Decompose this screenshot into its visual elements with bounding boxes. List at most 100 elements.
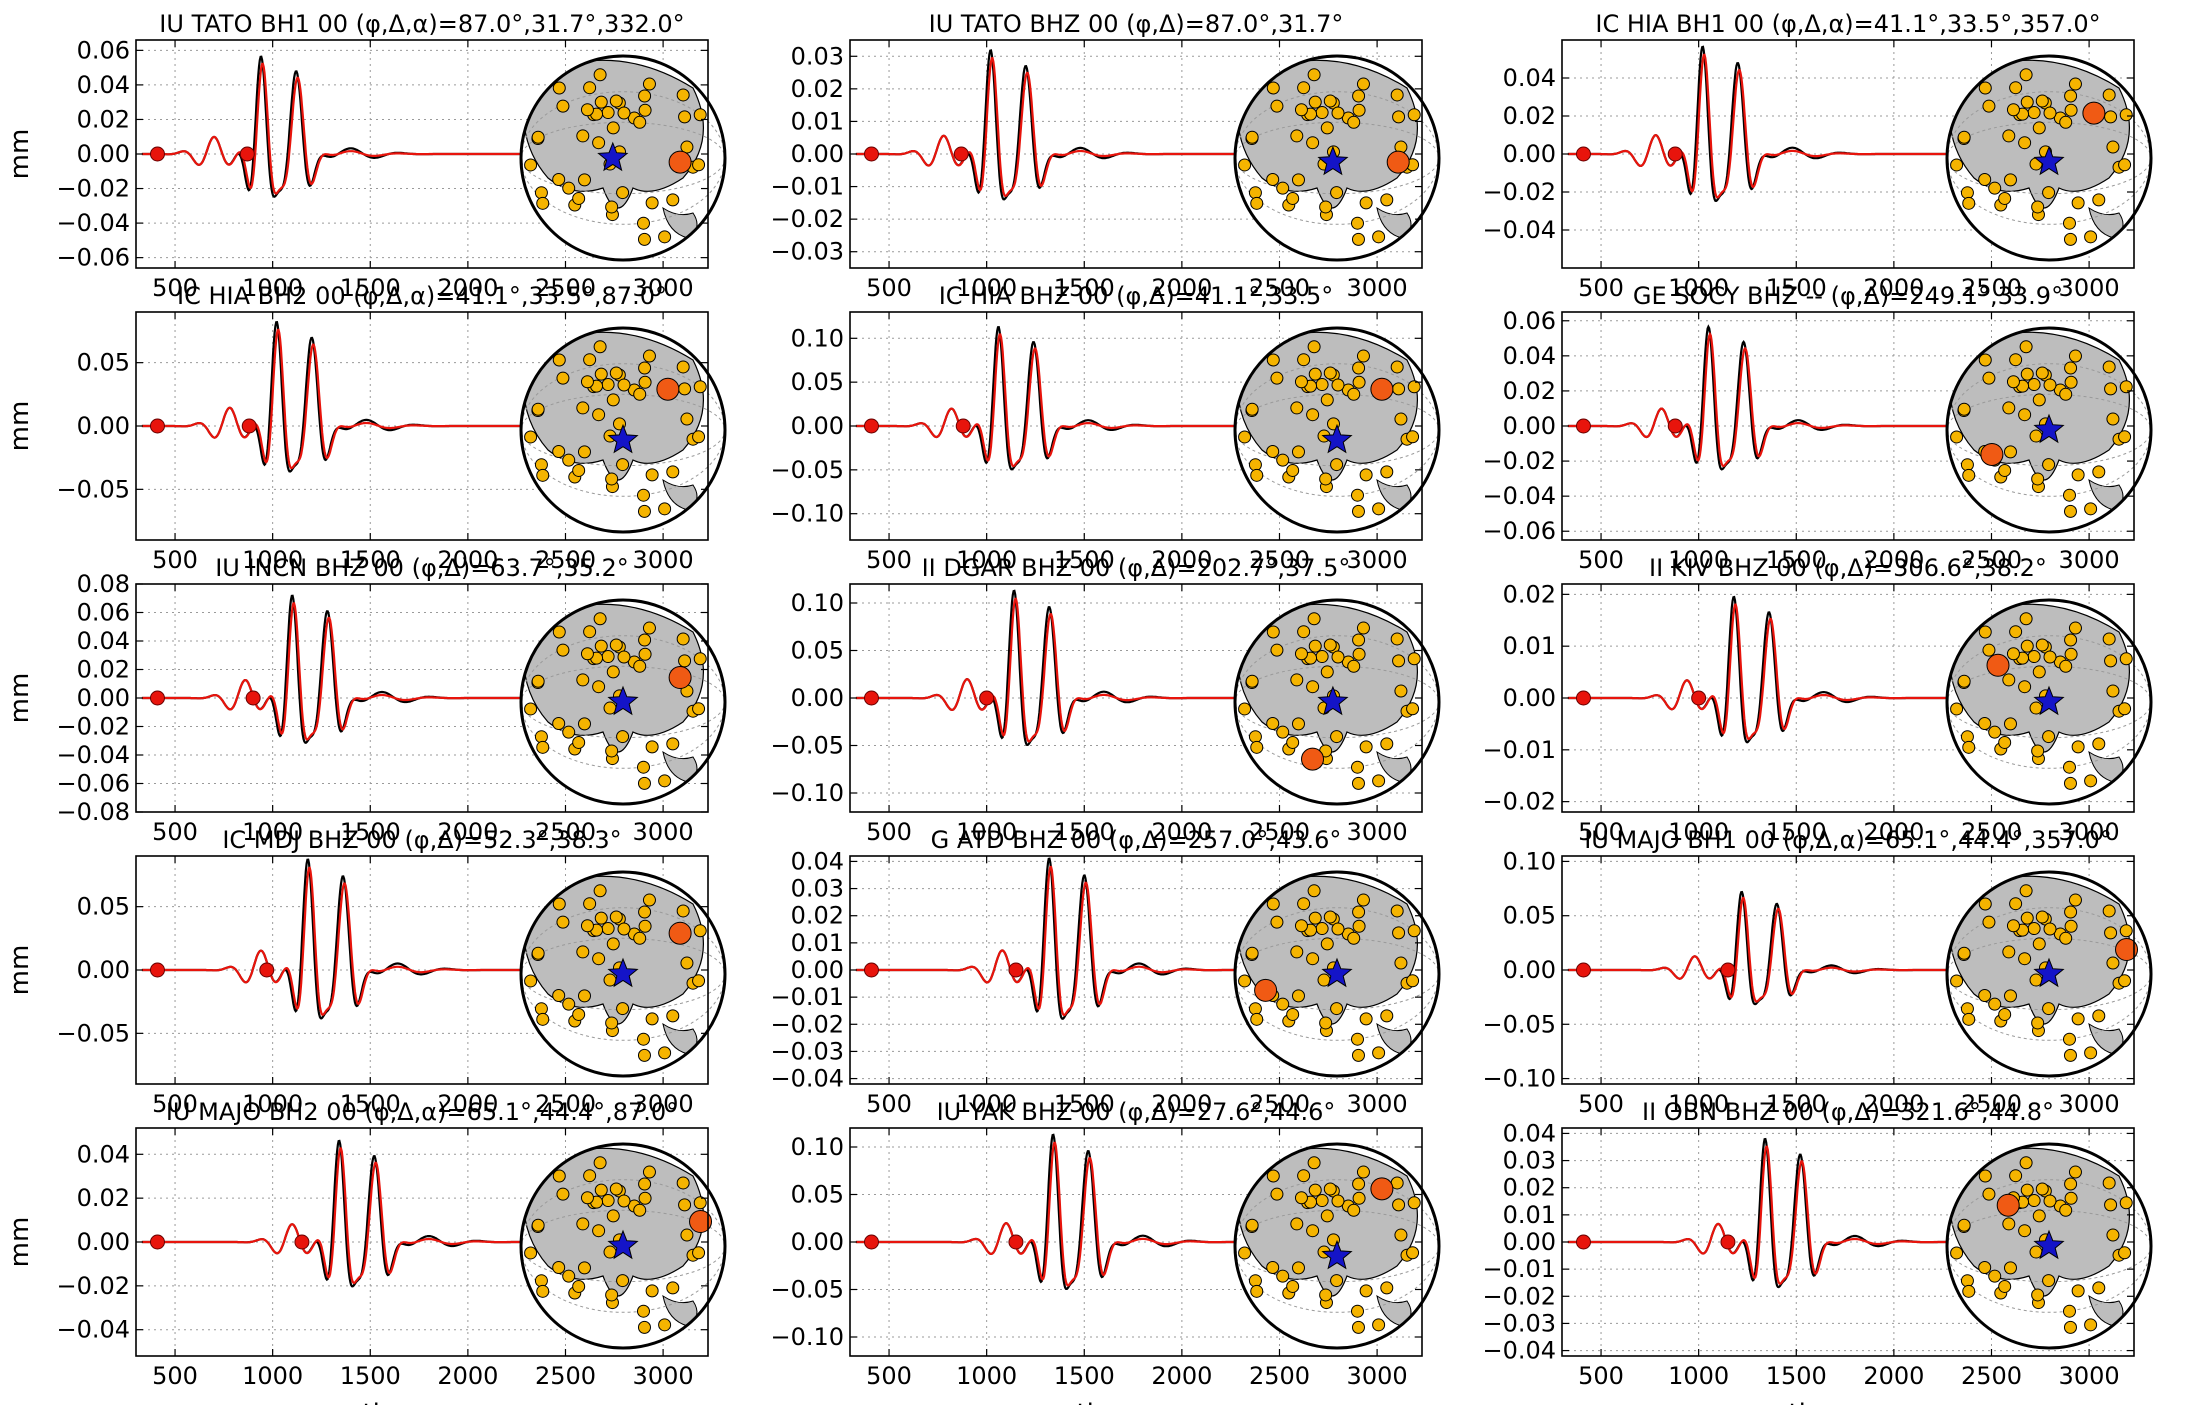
station-dot bbox=[583, 1169, 597, 1183]
station-dot bbox=[531, 1218, 545, 1232]
station-dot bbox=[1352, 905, 1366, 919]
station-dot bbox=[605, 744, 619, 758]
globe-graticule bbox=[521, 363, 725, 497]
x-tick-label: 3000 bbox=[1347, 546, 1408, 574]
station-dot bbox=[693, 924, 707, 938]
station-dot bbox=[638, 103, 652, 117]
station-dot bbox=[2002, 945, 2016, 959]
y-tick-label: −0.03 bbox=[770, 1037, 844, 1065]
station-dot bbox=[2064, 361, 2078, 375]
station-dot bbox=[1294, 919, 1308, 933]
y-tick-label: −0.04 bbox=[56, 741, 130, 769]
station-dot bbox=[552, 625, 566, 639]
station-dot bbox=[2104, 1198, 2118, 1212]
station-dot bbox=[583, 81, 597, 95]
x-axis-label: time, sec bbox=[1076, 1399, 1195, 1405]
station-dot bbox=[1323, 638, 1337, 652]
station-dot bbox=[1988, 1269, 2002, 1283]
station-dot bbox=[1238, 702, 1252, 716]
station-dot bbox=[1352, 375, 1366, 389]
station-dot bbox=[577, 717, 591, 731]
station-dot bbox=[534, 186, 548, 200]
station-dot bbox=[1248, 1002, 1262, 1016]
station-dot bbox=[609, 366, 623, 380]
globe-inset bbox=[1233, 326, 1441, 534]
window-marker bbox=[1720, 1234, 1736, 1250]
station-dot bbox=[616, 1274, 630, 1288]
station-dot bbox=[1319, 1016, 1333, 1030]
station-dot bbox=[2084, 1046, 2098, 1060]
globe-inset bbox=[1233, 870, 1441, 1078]
station-dot bbox=[1347, 1203, 1361, 1217]
y-tick-label: 0.00 bbox=[1503, 1228, 1556, 1256]
y-tick-label: 0.05 bbox=[791, 1181, 844, 1209]
station-dot bbox=[1347, 659, 1361, 673]
station-dot bbox=[1291, 173, 1305, 187]
station-dot bbox=[572, 1007, 586, 1021]
station-dot bbox=[552, 353, 566, 367]
y-tick-label: 0.04 bbox=[1503, 342, 1556, 370]
x-tick-label: 3000 bbox=[2059, 818, 2120, 846]
station-dot bbox=[2027, 106, 2041, 120]
station-dot bbox=[617, 1194, 631, 1208]
station-dot bbox=[2018, 136, 2032, 150]
station-dot bbox=[638, 919, 652, 933]
station-dot bbox=[2020, 911, 2034, 925]
window-marker bbox=[1720, 962, 1736, 978]
station-dot bbox=[2063, 1320, 2077, 1334]
x-tick-label: 2000 bbox=[437, 818, 498, 846]
station-dot bbox=[642, 1165, 656, 1179]
y-tick-label: −0.04 bbox=[56, 1316, 130, 1344]
station-dot bbox=[592, 1224, 606, 1238]
station-dot bbox=[645, 740, 659, 754]
station-dot bbox=[601, 1194, 615, 1208]
station-dot bbox=[2068, 621, 2082, 635]
station-dot bbox=[593, 1156, 607, 1170]
station-dot bbox=[2068, 77, 2082, 91]
station-dot bbox=[1245, 674, 1259, 688]
x-tick-label: 500 bbox=[152, 274, 198, 302]
highlight-station-dot bbox=[668, 150, 692, 174]
station-dot bbox=[572, 1279, 586, 1293]
station-dot bbox=[2009, 1169, 2023, 1183]
station-dot bbox=[1372, 1046, 1386, 1060]
station-dot bbox=[524, 158, 538, 172]
x-tick-label: 500 bbox=[1578, 274, 1624, 302]
station-dot bbox=[601, 650, 615, 664]
station-dot bbox=[2019, 612, 2033, 626]
x-tick-label: 1500 bbox=[340, 818, 401, 846]
station-dot bbox=[534, 1002, 548, 1016]
station-dot bbox=[1297, 1169, 1311, 1183]
y-tick-label: 0.02 bbox=[77, 105, 130, 133]
station-dot bbox=[2092, 193, 2106, 207]
station-dot bbox=[1307, 340, 1321, 354]
station-dot bbox=[2064, 89, 2078, 103]
station-dot bbox=[1978, 172, 1992, 186]
station-dot bbox=[1982, 643, 1996, 657]
station-dot bbox=[576, 401, 590, 415]
station-dot bbox=[562, 181, 576, 195]
station-dot bbox=[562, 725, 576, 739]
panel-8: II DGAR BHZ 00 (φ,Δ)=202.7°,37.5° 500 1000… bbox=[770, 554, 1441, 846]
station-dot bbox=[1290, 129, 1304, 143]
station-dot bbox=[2118, 430, 2132, 444]
station-dot bbox=[637, 504, 651, 518]
x-tick-label: 3000 bbox=[2059, 274, 2120, 302]
window-marker bbox=[1667, 146, 1683, 162]
station-dot bbox=[2059, 1203, 2073, 1217]
station-dot bbox=[562, 1269, 576, 1283]
station-dot bbox=[2119, 924, 2133, 938]
y-tick-label: −0.10 bbox=[1482, 1065, 1556, 1093]
station-dot bbox=[2032, 393, 2046, 407]
station-dot bbox=[638, 1191, 652, 1205]
station-dot bbox=[2104, 382, 2118, 396]
station-dot bbox=[637, 232, 651, 246]
station-dot bbox=[616, 186, 630, 200]
station-dot bbox=[592, 680, 606, 694]
station-dot bbox=[2119, 108, 2133, 122]
station-dot bbox=[2071, 196, 2085, 210]
station-dot bbox=[666, 1281, 680, 1295]
panel-12: IU MAJO BH1 00 (φ,Δ,α)=65.1°,44.4°,357.0… bbox=[1482, 826, 2153, 1118]
station-dot bbox=[1392, 110, 1406, 124]
station-dot bbox=[1356, 349, 1370, 363]
